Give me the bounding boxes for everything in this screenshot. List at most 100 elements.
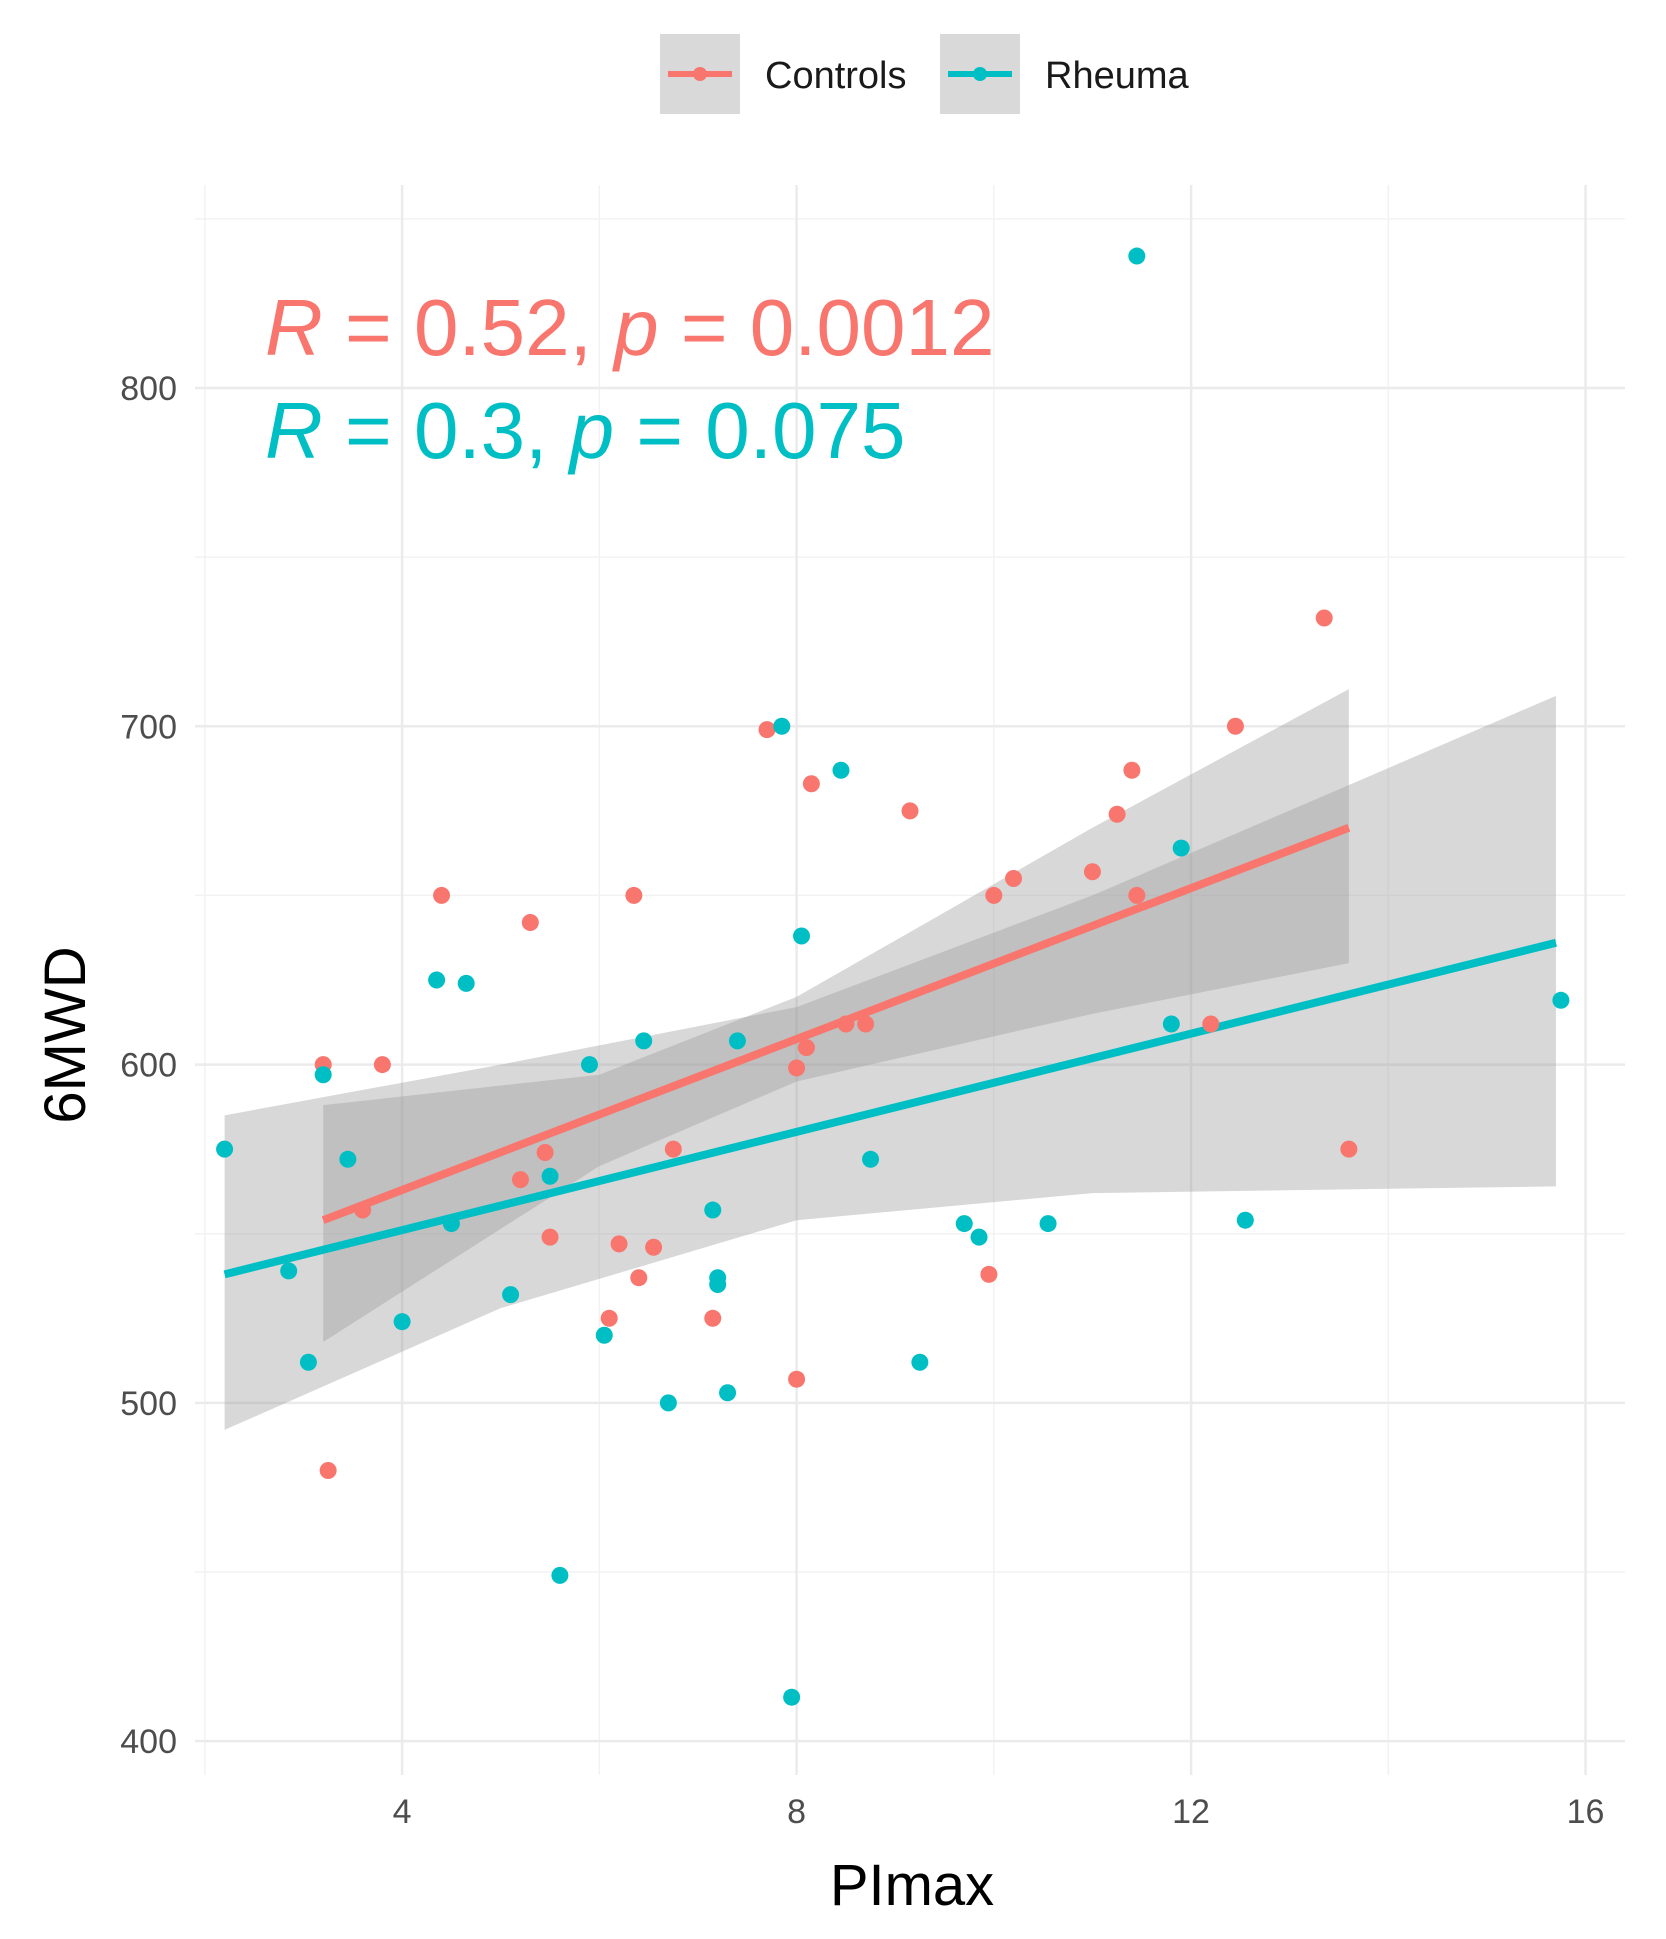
data-point-rheuma: [1552, 991, 1570, 1009]
data-point-controls: [704, 1309, 722, 1327]
stat-p-value-controls: 0.0012: [750, 283, 995, 372]
data-point-controls: [1128, 886, 1146, 904]
x-tick-label: 16: [1567, 1793, 1605, 1831]
data-point-controls: [1315, 609, 1333, 627]
data-point-rheuma: [299, 1353, 317, 1371]
data-point-controls: [433, 886, 451, 904]
grid: [195, 185, 1625, 1775]
data-point-rheuma: [280, 1262, 298, 1280]
y-axis-title: 6MWD: [33, 946, 98, 1123]
stat-r-symbol-rheuma: R: [265, 386, 323, 475]
data-point-controls: [1108, 805, 1126, 823]
data-point-controls: [758, 721, 776, 739]
data-point-rheuma: [635, 1032, 653, 1050]
data-point-controls: [610, 1235, 628, 1253]
data-point-rheuma: [709, 1275, 727, 1293]
data-point-controls: [1340, 1140, 1358, 1158]
data-point-rheuma: [428, 971, 446, 989]
data-point-controls: [354, 1201, 372, 1219]
stat-r-eq-controls: =: [323, 283, 414, 372]
data-point-rheuma: [216, 1140, 234, 1158]
ci-band-controls: [323, 689, 1349, 1342]
stat-r-value-rheuma: 0.3: [414, 386, 525, 475]
stat-r-value-controls: 0.52: [414, 283, 570, 372]
data-point-controls: [373, 1056, 391, 1074]
data-point-controls: [901, 802, 919, 820]
data-point-controls: [788, 1370, 806, 1388]
data-point-controls: [541, 1228, 559, 1246]
data-point-rheuma: [719, 1384, 737, 1402]
x-axis-title: PImax: [830, 1853, 994, 1918]
y-tick-label: 700: [120, 708, 177, 746]
data-point-rheuma: [970, 1228, 988, 1246]
data-point-rheuma: [502, 1286, 520, 1304]
legend: Controls Rheuma: [660, 34, 1189, 114]
data-point-controls: [1226, 717, 1244, 735]
data-point-rheuma: [1236, 1211, 1254, 1229]
data-point-rheuma: [862, 1150, 880, 1168]
y-tick-label: 800: [120, 370, 177, 408]
data-point-rheuma: [1039, 1215, 1057, 1233]
stat-r-eq-rheuma: =: [323, 386, 414, 475]
data-point-controls: [837, 1015, 855, 1033]
data-point-rheuma: [955, 1215, 973, 1233]
stat-r-symbol-controls: R: [265, 283, 323, 372]
legend-key-rheuma-point: [973, 67, 987, 81]
data-point-controls: [536, 1144, 554, 1162]
data-point-rheuma: [339, 1150, 357, 1168]
stat-p-symbol-controls: p: [612, 283, 659, 372]
data-point-rheuma: [793, 927, 811, 945]
data-point-rheuma: [442, 1215, 460, 1233]
data-point-rheuma: [773, 717, 791, 735]
data-point-controls: [1083, 863, 1101, 881]
legend-label-rheuma: Rheuma: [1045, 55, 1189, 97]
legend-key-controls-point: [693, 67, 707, 81]
y-tick-label: 400: [120, 1723, 177, 1761]
regression-line-controls: [321, 824, 1351, 1224]
data-point-controls: [1123, 761, 1141, 779]
data-point-rheuma: [1128, 247, 1146, 265]
data-point-controls: [664, 1140, 682, 1158]
data-point-rheuma: [1162, 1015, 1180, 1033]
data-point-controls: [600, 1309, 618, 1327]
data-point-rheuma: [728, 1032, 746, 1050]
y-tick-label: 600: [120, 1047, 177, 1085]
data-point-controls: [857, 1015, 875, 1033]
data-point-rheuma: [1172, 839, 1190, 857]
data-point-controls: [797, 1039, 815, 1057]
data-point-rheuma: [393, 1313, 411, 1331]
stat-sep-rheuma: ,: [525, 386, 569, 475]
x-tick-label: 8: [787, 1793, 806, 1831]
data-point-controls: [1202, 1015, 1220, 1033]
data-point-rheuma: [704, 1201, 722, 1219]
data-point-controls: [319, 1462, 337, 1480]
stat-p-eq-rheuma: =: [614, 386, 705, 475]
data-point-controls: [645, 1238, 663, 1256]
stat-p-value-rheuma: 0.075: [705, 386, 905, 475]
stat-annotation-controls: R = 0.52, p = 0.0012: [265, 283, 994, 372]
axis-ticks: 4 8 12 16 400 500 600 700 800: [120, 370, 1604, 1831]
data-point-rheuma: [832, 761, 850, 779]
data-point-rheuma: [659, 1394, 677, 1412]
data-point-rheuma: [551, 1566, 569, 1584]
data-point-controls: [511, 1171, 529, 1189]
data-point-rheuma: [783, 1688, 801, 1706]
legend-label-controls: Controls: [765, 55, 907, 97]
x-tick-label: 12: [1172, 1793, 1210, 1831]
data-point-controls: [788, 1059, 806, 1077]
data-point-controls: [985, 886, 1003, 904]
x-tick-label: 4: [393, 1793, 412, 1831]
stat-p-symbol-rheuma: p: [568, 386, 615, 475]
data-point-controls: [625, 886, 643, 904]
stat-annotation-rheuma: R = 0.3, p = 0.075: [265, 386, 906, 475]
stat-sep-controls: ,: [570, 283, 614, 372]
data-point-controls: [1005, 870, 1023, 888]
stat-p-eq-controls: =: [659, 283, 750, 372]
data-point-controls: [630, 1269, 648, 1287]
data-point-rheuma: [911, 1353, 929, 1371]
data-point-controls: [521, 913, 539, 931]
y-tick-label: 500: [120, 1385, 177, 1423]
data-point-controls: [802, 775, 820, 793]
data-point-controls: [980, 1265, 998, 1283]
